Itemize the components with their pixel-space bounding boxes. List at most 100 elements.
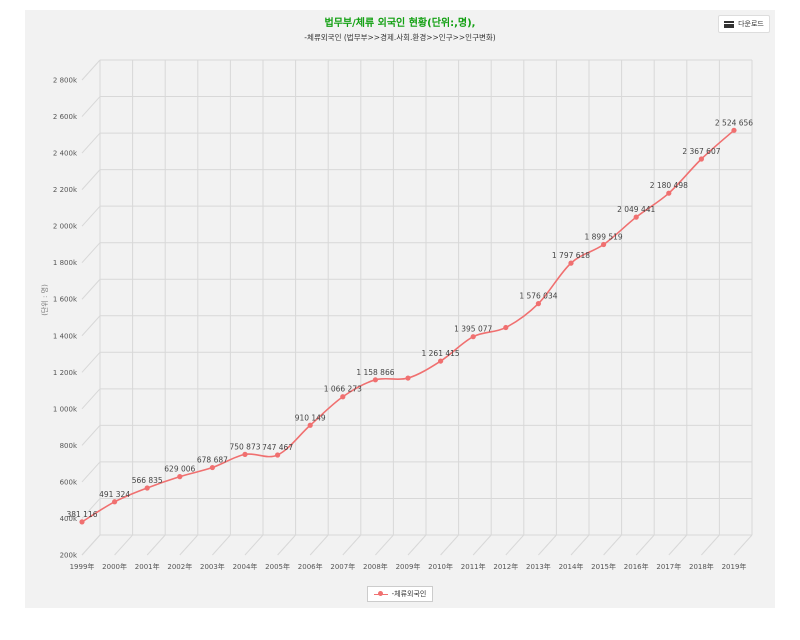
y-axis-label: (단위 : 명) — [40, 284, 49, 316]
legend-marker-icon — [373, 590, 388, 598]
x-tick-label: 2007年 — [330, 562, 355, 571]
x-tick-label: 2016年 — [624, 562, 649, 571]
x-tick-label: 2010年 — [428, 562, 453, 571]
x-grid-depth — [407, 534, 427, 556]
data-point[interactable] — [177, 474, 183, 480]
x-grid-depth — [114, 534, 133, 556]
x-tick-label: 2017年 — [656, 562, 681, 571]
y-grid-depth — [81, 205, 101, 227]
data-point[interactable] — [307, 422, 313, 428]
y-tick-label: 800k — [60, 442, 78, 450]
data-point[interactable] — [144, 485, 150, 491]
x-tick-label: 2001年 — [135, 562, 160, 571]
chart-panel — [25, 10, 775, 608]
x-tick-label: 2015年 — [591, 562, 616, 571]
x-tick-label: 2008年 — [363, 562, 388, 571]
chart-title: 법무부/체류 외국인 현황(단위:,명), — [324, 18, 476, 29]
x-grid-depth — [212, 534, 231, 556]
x-tick-label: 2000年 — [102, 562, 127, 571]
data-point[interactable] — [535, 301, 542, 307]
data-point[interactable] — [698, 156, 705, 162]
y-grid-depth — [81, 461, 101, 483]
y-tick-label: 1 800k — [53, 259, 78, 267]
data-label: 1 576 034 — [519, 292, 557, 301]
data-point[interactable] — [242, 451, 248, 457]
x-grid-depth — [701, 534, 720, 556]
y-tick-label: 2 400k — [53, 150, 78, 158]
x-tick-label: 2011年 — [461, 562, 486, 571]
x-tick-label: 2006年 — [298, 562, 323, 571]
y-grid-depth — [81, 498, 101, 519]
x-grid-depth — [505, 534, 525, 556]
data-point[interactable] — [633, 214, 639, 220]
data-label: 629 006 — [164, 465, 195, 474]
y-tick-label: 2 600k — [53, 113, 78, 121]
y-tick-label: 1 400k — [53, 332, 78, 340]
x-grid-depth — [244, 534, 264, 556]
x-tick-label: 2013年 — [526, 562, 551, 571]
series-line — [81, 129, 735, 523]
data-label: 381 116 — [66, 510, 97, 519]
data-label: 2 524 656 — [715, 118, 753, 127]
data-point[interactable] — [372, 377, 378, 383]
download-button[interactable]: 다운로드 — [718, 15, 770, 33]
data-point[interactable] — [405, 375, 411, 381]
data-point[interactable] — [568, 260, 574, 266]
data-point[interactable] — [503, 324, 509, 331]
x-grid-depth — [277, 534, 296, 556]
y-tick-label: 1 200k — [53, 369, 78, 377]
data-point[interactable] — [275, 452, 281, 458]
legend-item[interactable]: -체류외국인 — [366, 586, 434, 602]
x-tick-label: 2014年 — [559, 562, 584, 571]
y-tick-label: 2 000k — [53, 223, 78, 231]
y-tick-label: 1 600k — [53, 296, 78, 304]
x-grid-depth — [81, 534, 101, 556]
y-grid-depth — [81, 242, 101, 264]
x-grid-depth — [472, 534, 492, 556]
data-point[interactable] — [731, 127, 737, 133]
x-grid-depth — [146, 534, 166, 556]
legend-label: -체류외국인 — [391, 590, 427, 598]
data-point[interactable] — [666, 190, 672, 196]
data-label: 491 324 — [99, 490, 130, 499]
data-label: 678 687 — [197, 456, 228, 465]
x-grid-depth — [733, 534, 753, 556]
x-grid-depth — [668, 534, 688, 556]
y-grid-depth — [81, 351, 101, 373]
x-grid-depth — [440, 534, 459, 556]
data-point[interactable] — [438, 358, 444, 364]
data-point[interactable] — [112, 499, 118, 505]
x-grid-depth — [603, 534, 622, 556]
y-tick-label: 400k — [60, 515, 78, 523]
data-label: 750 873 — [229, 442, 260, 451]
data-label: 1 395 077 — [454, 325, 492, 334]
data-point[interactable] — [79, 519, 85, 525]
x-grid-depth — [375, 534, 394, 556]
x-grid-depth — [309, 534, 329, 556]
y-grid-depth — [81, 59, 101, 81]
data-point[interactable] — [209, 464, 215, 471]
data-label: 2 049 441 — [617, 205, 655, 214]
y-tick-label: 2 800k — [53, 77, 78, 85]
x-tick-label: 2005年 — [265, 562, 290, 571]
chart-subtitle: -체류외국인 (법무부>>경제.사회.환경>>인구>>인구변화) — [304, 33, 496, 42]
data-point[interactable] — [601, 241, 607, 248]
x-tick-label: 2009年 — [396, 562, 421, 571]
x-tick-label: 2019年 — [722, 562, 747, 571]
x-grid-depth — [635, 534, 655, 556]
data-point[interactable] — [470, 334, 476, 340]
x-tick-label: 1999年 — [70, 562, 95, 571]
x-grid-depth — [179, 534, 199, 556]
data-label: 747 467 — [262, 443, 293, 452]
x-tick-label: 2003年 — [200, 562, 225, 571]
x-tick-label: 2002年 — [167, 562, 192, 571]
x-tick-label: 2018年 — [689, 562, 714, 571]
data-label: 1 158 866 — [356, 368, 394, 377]
data-label: 910 149 — [295, 413, 326, 422]
y-grid-depth — [81, 388, 101, 410]
data-point[interactable] — [340, 394, 346, 400]
data-label: 1 066 273 — [324, 385, 362, 394]
x-grid-depth — [570, 534, 590, 556]
y-grid-depth — [81, 425, 101, 446]
